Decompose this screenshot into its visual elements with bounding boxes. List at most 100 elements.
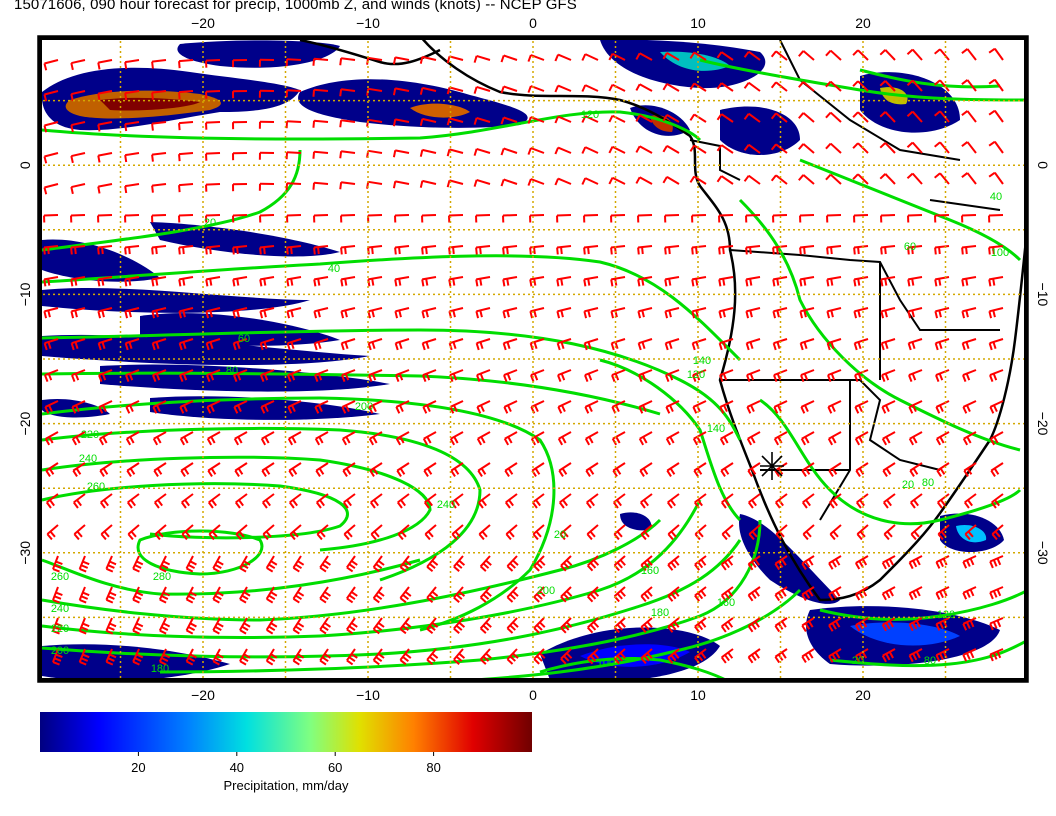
wind-barb — [639, 462, 653, 478]
wind-barb — [558, 462, 572, 478]
wind-barb — [961, 338, 977, 351]
wind-barb — [743, 50, 761, 61]
wind-barb — [556, 245, 572, 255]
wind-barb — [287, 400, 302, 414]
precip-patch-ne — [860, 72, 960, 133]
wind-barb — [853, 214, 869, 223]
frame-bar-right — [1024, 36, 1028, 682]
contour-label: 20 — [204, 217, 216, 229]
wind-barb — [419, 86, 437, 95]
wind-barb — [530, 369, 545, 382]
wind-barb — [70, 338, 86, 351]
wind-barb — [286, 276, 302, 287]
wind-barb — [667, 586, 680, 602]
wind-barb — [426, 586, 439, 604]
wind-barb — [70, 90, 86, 102]
wind-barb — [963, 462, 977, 478]
wind-barb — [638, 369, 653, 382]
wind-barb — [581, 177, 599, 185]
wind-barb — [475, 276, 491, 287]
wind-barb — [178, 90, 194, 100]
wind-barb — [473, 85, 491, 94]
wind-barb — [316, 524, 329, 541]
wind-barb — [719, 400, 734, 414]
wind-barb — [314, 369, 329, 382]
wind-barb — [826, 214, 842, 223]
precip-streak-5 — [42, 334, 370, 366]
wind-barb — [100, 524, 113, 541]
wind-barb — [206, 431, 221, 446]
wind-barb — [477, 493, 491, 509]
wind-barb — [689, 82, 707, 92]
wind-barb — [503, 400, 518, 414]
precip-patch-central — [620, 512, 652, 531]
contour-label: 220 — [81, 429, 99, 441]
wind-barb — [453, 617, 466, 634]
wind-barb — [339, 57, 356, 66]
wind-barb — [961, 276, 977, 287]
contour-label: 220 — [51, 623, 69, 635]
wind-barb — [635, 145, 653, 154]
wind-barb — [585, 493, 599, 509]
wind-barb — [691, 276, 707, 287]
wind-barb — [662, 114, 680, 123]
precip-streak-6 — [100, 364, 390, 392]
wind-barb — [988, 140, 1004, 154]
wind-barb — [718, 214, 734, 223]
wind-barb — [747, 617, 761, 633]
wind-barb — [421, 307, 437, 319]
wind-barb — [799, 307, 815, 319]
wind-barb — [854, 648, 869, 663]
wind-barb — [259, 307, 275, 319]
wind-barb — [233, 431, 248, 446]
wind-barb — [502, 276, 518, 287]
wind-barb — [640, 648, 653, 665]
wind-barb — [70, 152, 86, 164]
wind-barb — [319, 648, 331, 666]
wind-barb — [399, 555, 412, 573]
wind-barb — [392, 149, 410, 158]
wind-barb — [961, 141, 977, 154]
wind-barb — [611, 369, 626, 382]
wind-barb — [178, 338, 194, 351]
lat-tick-label-right: −30 — [1035, 541, 1051, 565]
wind-barb — [743, 112, 761, 123]
wind-barb — [126, 493, 140, 509]
wind-barb — [799, 338, 815, 351]
wind-barb — [718, 276, 734, 287]
wind-barb — [640, 524, 653, 541]
wind-barb — [392, 87, 410, 96]
wind-barb — [97, 276, 113, 287]
wind-barb — [479, 555, 492, 572]
wind-barb — [554, 177, 572, 186]
wind-barb — [151, 59, 167, 69]
wind-barb — [399, 617, 412, 635]
wind-barb — [798, 81, 815, 92]
wind-barb — [292, 648, 305, 666]
wind-barb — [961, 110, 977, 123]
wind-barb — [664, 307, 680, 319]
wind-barb — [881, 586, 896, 601]
wind-barb — [612, 493, 626, 509]
wind-barb — [151, 90, 167, 100]
wind-barb — [666, 462, 680, 478]
wind-barb — [396, 493, 410, 509]
colorbar-tick-label: 80 — [426, 760, 440, 775]
lon-tick-label-bottom: −10 — [356, 687, 380, 703]
wind-barb — [319, 586, 331, 604]
wind-barb — [608, 52, 626, 61]
wind-barb — [392, 56, 410, 65]
wind-barb — [720, 493, 734, 509]
wind-barb — [232, 90, 248, 99]
wind-barb — [640, 586, 653, 603]
wind-barb — [105, 617, 117, 635]
wind-barb — [286, 214, 302, 223]
wind-barb — [907, 307, 923, 319]
wind-barb — [560, 586, 573, 603]
wind-barb — [962, 555, 977, 569]
wind-barb — [312, 119, 329, 128]
wind-barb — [529, 214, 545, 223]
wind-barb — [339, 150, 356, 159]
lat-tick-label-left: −30 — [17, 541, 33, 565]
